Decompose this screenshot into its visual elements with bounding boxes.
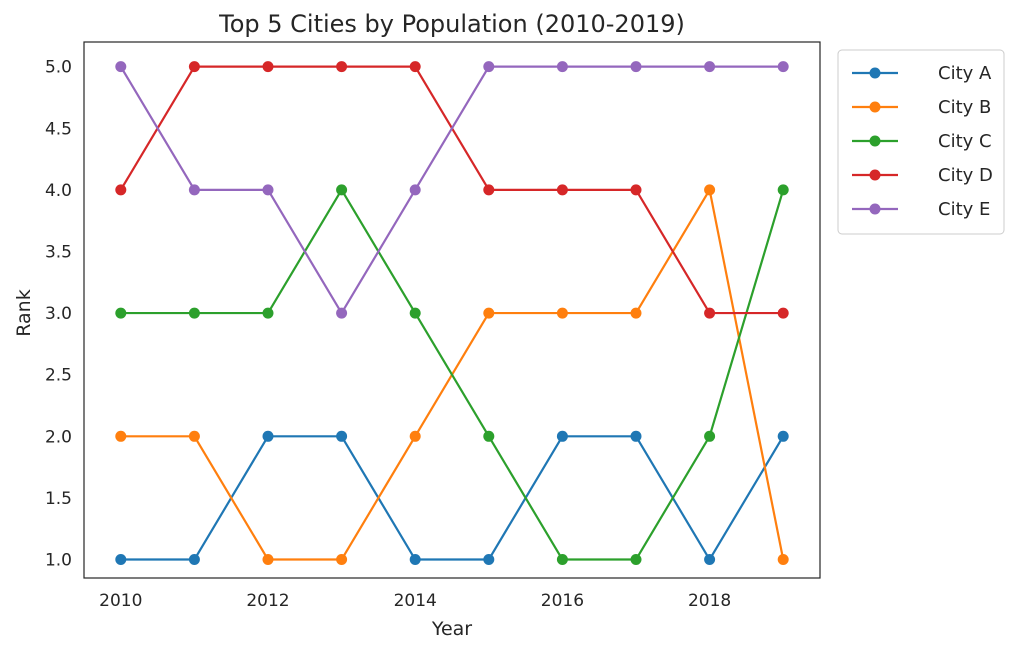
data-point-city-c bbox=[556, 554, 568, 566]
x-tick-label: 2014 bbox=[394, 591, 437, 611]
data-point-city-b bbox=[483, 307, 495, 319]
legend-item-city-c: City C bbox=[852, 131, 992, 152]
data-point-city-a bbox=[336, 430, 348, 442]
series-city-c bbox=[115, 184, 789, 566]
data-point-city-c bbox=[777, 184, 789, 196]
data-point-city-d bbox=[188, 61, 200, 73]
legend-box bbox=[837, 49, 1005, 235]
legend-marker bbox=[869, 169, 881, 181]
data-point-city-a bbox=[556, 430, 568, 442]
data-point-city-b bbox=[336, 554, 348, 566]
legend-marker bbox=[869, 203, 881, 215]
y-tick-label: 3.0 bbox=[45, 304, 72, 324]
data-point-city-a bbox=[483, 554, 495, 566]
data-point-city-b bbox=[115, 430, 127, 442]
data-point-city-d bbox=[262, 61, 274, 73]
series-city-e bbox=[115, 61, 789, 319]
data-point-city-b bbox=[556, 307, 568, 319]
data-point-city-e bbox=[630, 61, 642, 73]
x-tick-label: 2018 bbox=[688, 591, 731, 611]
legend: City A City B City C City D City E bbox=[837, 49, 1005, 235]
data-point-city-d bbox=[409, 61, 421, 73]
data-point-city-a bbox=[704, 554, 716, 566]
plot-frame bbox=[83, 41, 821, 579]
data-point-city-e bbox=[483, 61, 495, 73]
data-point-city-e bbox=[704, 61, 716, 73]
data-point-city-e bbox=[115, 61, 127, 73]
data-point-city-e bbox=[336, 307, 348, 319]
data-point-city-b bbox=[777, 554, 789, 566]
data-point-city-c bbox=[630, 554, 642, 566]
plot-area bbox=[115, 61, 789, 566]
data-point-city-a bbox=[115, 554, 127, 566]
data-point-city-e bbox=[262, 184, 274, 196]
data-point-city-c bbox=[115, 307, 127, 319]
data-point-city-d bbox=[704, 307, 716, 319]
data-point-city-d bbox=[556, 184, 568, 196]
data-point-city-d bbox=[483, 184, 495, 196]
legend-item-city-e: City E bbox=[852, 199, 990, 220]
legend-label: City C bbox=[938, 131, 992, 152]
y-tick-label: 5.0 bbox=[45, 58, 72, 78]
legend-item-city-d: City D bbox=[852, 165, 993, 186]
data-point-city-e bbox=[556, 61, 568, 73]
data-point-city-d bbox=[115, 184, 127, 196]
y-axis-label: Rank bbox=[13, 289, 35, 336]
y-tick-label: 2.0 bbox=[45, 427, 72, 447]
data-point-city-b bbox=[188, 430, 200, 442]
data-point-city-e bbox=[777, 61, 789, 73]
series-line-city-e bbox=[119, 65, 784, 315]
x-tick-label: 2012 bbox=[246, 591, 289, 611]
data-point-city-c bbox=[409, 307, 421, 319]
data-point-city-d bbox=[630, 184, 642, 196]
y-tick-label: 2.5 bbox=[45, 366, 72, 386]
legend-label: City A bbox=[938, 63, 992, 84]
data-point-city-a bbox=[262, 430, 274, 442]
data-point-city-a bbox=[409, 554, 421, 566]
data-point-city-c bbox=[188, 307, 200, 319]
data-point-city-c bbox=[483, 430, 495, 442]
y-tick-label: 1.5 bbox=[45, 489, 72, 509]
series-line-city-c bbox=[120, 188, 785, 561]
data-point-city-e bbox=[188, 184, 200, 196]
data-point-city-b bbox=[704, 184, 716, 196]
legend-item-city-a: City A bbox=[852, 63, 992, 84]
x-tick-label: 2010 bbox=[99, 591, 142, 611]
data-point-city-e bbox=[409, 184, 421, 196]
legend-marker bbox=[869, 135, 881, 147]
data-point-city-a bbox=[188, 554, 200, 566]
legend-label: City E bbox=[938, 199, 990, 220]
chart-title: Top 5 Cities by Population (2010-2019) bbox=[218, 10, 685, 38]
data-point-city-d bbox=[777, 307, 789, 319]
legend-item-city-b: City B bbox=[852, 97, 991, 118]
legend-marker bbox=[869, 67, 881, 79]
data-point-city-a bbox=[630, 430, 642, 442]
legend-label: City B bbox=[938, 97, 991, 118]
data-point-city-a bbox=[777, 430, 789, 442]
data-point-city-d bbox=[336, 61, 348, 73]
data-point-city-c bbox=[262, 307, 274, 319]
data-point-city-c bbox=[336, 184, 348, 196]
y-tick-label: 3.5 bbox=[45, 242, 72, 262]
data-point-city-b bbox=[630, 307, 642, 319]
legend-label: City D bbox=[938, 165, 993, 186]
y-tick-label: 4.0 bbox=[45, 181, 72, 201]
y-tick-label: 4.5 bbox=[45, 119, 72, 139]
data-point-city-c bbox=[704, 430, 716, 442]
x-tick-label: 2016 bbox=[541, 591, 584, 611]
y-tick-label: 1.0 bbox=[45, 551, 72, 571]
legend-marker bbox=[869, 101, 881, 113]
x-axis-label: Year bbox=[431, 618, 472, 640]
axis-ticks: 2010 2012 2014 2016 2018 1.0 1.5 2.0 2.5 3.0 3.5 4.… bbox=[45, 58, 731, 611]
data-point-city-b bbox=[409, 430, 421, 442]
data-point-city-b bbox=[262, 554, 274, 566]
